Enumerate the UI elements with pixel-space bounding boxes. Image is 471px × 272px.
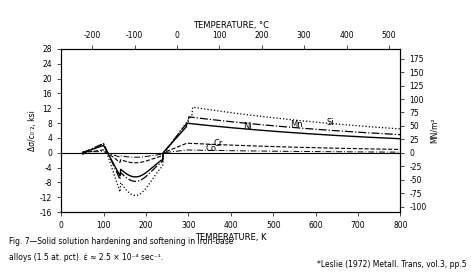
Text: Cr: Cr	[214, 139, 223, 148]
X-axis label: TEMPERATURE, K: TEMPERATURE, K	[195, 233, 267, 242]
Ni	[270, 129, 276, 133]
Ni	[398, 137, 403, 140]
Cr	[132, 161, 138, 165]
Cr	[341, 147, 347, 150]
Line: Mn: Mn	[82, 117, 400, 181]
Si	[398, 127, 403, 131]
Cr	[232, 144, 237, 147]
Si	[132, 194, 138, 197]
Text: Co: Co	[205, 144, 216, 153]
Si	[391, 127, 397, 130]
X-axis label: TEMPERATURE, °C: TEMPERATURE, °C	[193, 21, 269, 30]
Cr	[270, 145, 276, 148]
Mn	[270, 124, 276, 127]
Line: Ni: Ni	[82, 123, 400, 177]
Co	[186, 148, 191, 152]
Text: Fig. 7—Solid solution hardening and softening in iron-base: Fig. 7—Solid solution hardening and soft…	[9, 237, 234, 246]
Ni	[184, 122, 190, 125]
Cr	[253, 144, 259, 148]
Y-axis label: Δσ/c₀·₂, ksi: Δσ/c₀·₂, ksi	[28, 110, 37, 151]
Mn	[234, 121, 239, 124]
Co	[253, 149, 259, 153]
Si	[80, 153, 85, 156]
Co	[234, 149, 239, 152]
Mn	[232, 120, 237, 124]
Line: Cr: Cr	[82, 143, 400, 163]
Co	[80, 150, 85, 153]
Mn	[341, 130, 347, 133]
Mn	[253, 123, 259, 126]
Ni	[232, 126, 237, 130]
Line: Si: Si	[82, 107, 400, 196]
Ni	[234, 126, 239, 130]
Si	[190, 106, 195, 109]
Mn	[391, 133, 397, 136]
Si	[234, 112, 239, 115]
Cr	[391, 148, 397, 151]
Co	[132, 156, 138, 159]
Ni	[80, 151, 85, 154]
Co	[232, 149, 237, 152]
Co	[391, 150, 397, 154]
Mn	[186, 115, 192, 119]
Ni	[341, 134, 347, 138]
Text: alloys (1.5 at. pct). ε̇ ≈ 2.5 × 10⁻⁴ sec⁻¹.: alloys (1.5 at. pct). ε̇ ≈ 2.5 × 10⁻⁴ se…	[9, 253, 163, 262]
Text: Ni: Ni	[244, 122, 252, 131]
Cr	[184, 141, 190, 145]
Si	[341, 123, 347, 126]
Line: Co: Co	[82, 150, 400, 157]
Ni	[132, 175, 138, 178]
Ni	[253, 128, 259, 131]
Mn	[132, 180, 138, 183]
Si	[270, 116, 276, 119]
Mn	[80, 151, 85, 154]
Y-axis label: MN/m²: MN/m²	[430, 118, 439, 143]
Si	[232, 112, 237, 115]
Mn	[398, 133, 403, 136]
Text: Si: Si	[326, 118, 334, 127]
Cr	[234, 144, 239, 147]
Cr	[398, 148, 403, 151]
Ni	[391, 137, 397, 140]
Co	[341, 150, 347, 153]
Si	[253, 114, 259, 118]
Text: Mn: Mn	[290, 120, 303, 129]
Co	[398, 150, 403, 154]
Cr	[80, 151, 85, 154]
Co	[270, 150, 276, 153]
Text: *Leslie (1972) Metall. Trans, vol.3, pp.5: *Leslie (1972) Metall. Trans, vol.3, pp.…	[317, 260, 466, 269]
